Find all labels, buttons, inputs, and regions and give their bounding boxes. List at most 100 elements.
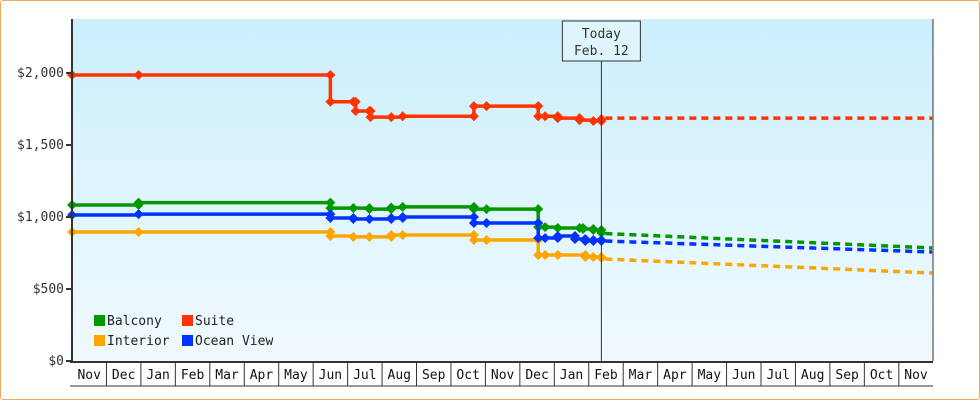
data-point-marker	[569, 234, 580, 245]
x-tick-label: Oct	[456, 368, 479, 383]
x-tick-label: May	[698, 368, 722, 383]
data-point-marker	[325, 197, 336, 208]
legend-item: Suite	[182, 314, 234, 329]
data-point-marker	[348, 231, 359, 242]
data-point-marker	[588, 115, 599, 126]
x-tick-label: Dec	[112, 368, 135, 383]
data-point-marker	[580, 252, 591, 263]
data-point-marker	[325, 213, 336, 224]
y-tick-label: $2,000	[17, 66, 64, 81]
projection-line	[605, 257, 933, 275]
legend-swatch	[94, 315, 105, 326]
data-point-marker	[540, 250, 551, 261]
data-point-marker	[386, 213, 397, 224]
data-point-marker	[588, 252, 599, 263]
x-tick-label: Feb	[594, 368, 618, 383]
data-point-marker	[533, 101, 544, 112]
data-point-marker	[133, 209, 144, 220]
data-point-marker	[133, 197, 144, 208]
data-point-marker	[552, 250, 563, 261]
x-tick-label: Nov	[904, 368, 928, 383]
data-point-marker	[552, 113, 563, 124]
y-tick-label: $1,500	[17, 138, 64, 153]
x-tick-label: Jun	[319, 368, 342, 383]
legend-label: Balcony	[107, 314, 162, 329]
data-point-marker	[325, 70, 336, 81]
x-tick-label: Mar	[629, 368, 653, 383]
today-label: Today	[582, 27, 621, 42]
data-point-marker	[533, 204, 544, 215]
data-point-marker	[533, 233, 544, 244]
data-point-marker	[533, 111, 544, 122]
projection-line	[605, 231, 933, 250]
x-tick-label: Dec	[525, 368, 548, 383]
data-point-marker	[588, 235, 599, 246]
legend-label: Suite	[195, 314, 234, 329]
legend-label: Interior	[107, 334, 170, 349]
series-suite	[67, 70, 933, 126]
data-point-marker	[468, 230, 479, 240]
legend-item: Ocean View	[182, 334, 273, 349]
data-point-marker	[481, 218, 492, 229]
data-point-marker	[364, 214, 375, 225]
data-point-marker	[364, 231, 375, 242]
data-point-marker	[397, 212, 408, 222]
data-point-marker	[574, 115, 585, 126]
data-point-marker	[468, 218, 479, 229]
data-point-marker	[588, 224, 599, 235]
data-point-marker	[552, 231, 563, 242]
data-point-marker	[348, 214, 359, 225]
data-point-marker	[468, 212, 479, 222]
x-tick-label: Mar	[215, 368, 239, 383]
x-tick-label: Nov	[491, 368, 515, 383]
data-point-marker	[350, 96, 361, 107]
data-point-marker	[350, 106, 361, 117]
data-point-marker	[325, 231, 336, 242]
data-point-marker	[133, 70, 144, 81]
series-ocean-view	[67, 209, 933, 254]
projection-line	[605, 239, 933, 254]
x-tick-label: Sep	[422, 368, 446, 383]
series-balcony	[67, 197, 933, 250]
x-tick-label: Sep	[835, 368, 859, 383]
data-point-marker	[533, 218, 544, 229]
data-point-marker	[325, 96, 336, 107]
data-point-marker	[481, 204, 492, 215]
legend-item: Balcony	[94, 314, 162, 329]
data-point-marker	[386, 202, 397, 213]
y-tick-label: $1,000	[17, 210, 64, 225]
plot-area	[72, 19, 933, 361]
data-point-marker	[540, 222, 551, 233]
data-point-marker	[364, 204, 375, 215]
x-tick-label: Feb	[181, 368, 205, 383]
x-tick-label: May	[284, 368, 308, 383]
data-point-marker	[468, 111, 479, 122]
x-tick-label: Nov	[77, 368, 101, 383]
data-point-marker	[397, 201, 408, 212]
x-tick-label: Aug	[801, 368, 824, 383]
data-point-marker	[397, 111, 408, 122]
data-point-marker	[540, 111, 551, 122]
x-tick-label: Jun	[732, 368, 755, 383]
data-point-marker	[533, 250, 544, 261]
legend-swatch	[94, 335, 105, 346]
legend-item: Interior	[94, 334, 170, 349]
data-point-marker	[133, 226, 144, 237]
data-point-marker	[397, 230, 408, 240]
data-point-marker	[481, 235, 492, 246]
data-point-marker	[481, 101, 492, 112]
x-tick-label: Jan	[146, 368, 169, 383]
x-tick-label: Apr	[250, 368, 274, 383]
data-point-marker	[386, 230, 397, 240]
data-point-marker	[580, 236, 591, 247]
data-point-marker	[540, 233, 551, 244]
x-tick-label: Oct	[870, 368, 893, 383]
x-tick-label: Jul	[766, 368, 789, 383]
data-point-marker	[468, 204, 479, 215]
data-point-marker	[348, 203, 359, 214]
today-label-box	[561, 20, 641, 62]
data-point-marker	[325, 203, 336, 214]
legend-swatch	[182, 315, 193, 326]
